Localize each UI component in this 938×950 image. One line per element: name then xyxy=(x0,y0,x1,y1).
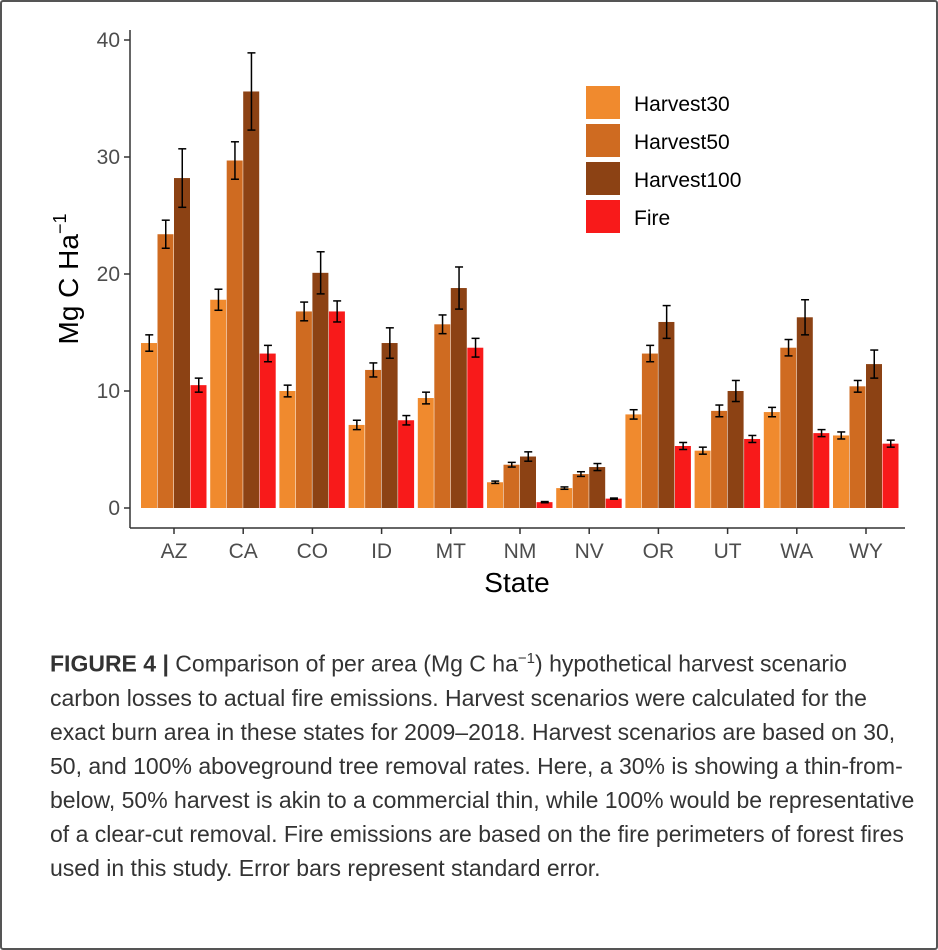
caption-superscript: −1 xyxy=(517,650,536,667)
bar-fire-mt xyxy=(467,347,484,508)
bar-harvest50-nm xyxy=(503,464,520,508)
x-tick-label-nv: NV xyxy=(575,540,604,563)
bar-harvest30-nv xyxy=(556,488,573,508)
bar-harvest50-or xyxy=(641,353,658,508)
bar-fire-wy xyxy=(882,443,899,508)
x-axis-title: State xyxy=(484,567,549,598)
y-axis-title-main: Mg C Ha xyxy=(53,234,84,345)
bar-fire-ut xyxy=(744,438,761,508)
y-tick-label-0: 0 xyxy=(108,497,120,520)
y-tick-label-10: 10 xyxy=(97,380,120,403)
bar-harvest100-nm xyxy=(520,456,536,508)
y-tick-label-20: 20 xyxy=(97,263,120,286)
bar-harvest50-wy xyxy=(849,386,866,508)
bar-harvest100-ca xyxy=(243,91,260,508)
x-tick-label-nm: NM xyxy=(504,540,537,563)
legend-label-harvest30: Harvest30 xyxy=(634,93,730,116)
bar-harvest50-ut xyxy=(711,410,728,508)
legend-swatch-harvest30 xyxy=(586,86,620,119)
bar-fire-or xyxy=(674,445,691,508)
bar-fire-nv xyxy=(605,498,622,508)
bar-fire-wa xyxy=(813,433,830,508)
y-tick-label-30: 30 xyxy=(97,146,120,169)
y-axis-title: Mg C Ha−1 xyxy=(50,214,84,345)
x-tick-label-co: CO xyxy=(297,540,329,563)
y-ticks: 0 10 20 30 40 xyxy=(97,29,130,520)
bar-harvest50-id xyxy=(365,369,382,508)
caption-text-after: ) hypothetical harvest scenario carbon l… xyxy=(50,650,915,881)
bar-fire-co xyxy=(328,311,345,508)
bar-harvest100-wa xyxy=(796,317,813,508)
bar-harvest30-wa xyxy=(763,412,780,508)
bar-harvest100-nv xyxy=(589,467,606,508)
bar-harvest50-co xyxy=(295,311,312,508)
bar-harvest30-or xyxy=(625,414,642,508)
bar-harvest30-az xyxy=(141,343,157,508)
y-tick-label-40: 40 xyxy=(97,29,120,52)
x-tick-label-mt: MT xyxy=(436,540,466,563)
legend-swatch-harvest100 xyxy=(586,162,620,195)
bar-fire-nm xyxy=(536,502,553,508)
caption-text-before: Comparison of per area (Mg C ha xyxy=(168,650,518,677)
bar-harvest100-or xyxy=(658,321,675,508)
caption-label: FIGURE 4 | xyxy=(50,650,169,677)
bar-harvest100-co xyxy=(312,272,329,508)
x-tick-label-ut: UT xyxy=(714,540,742,563)
bar-harvest100-az xyxy=(174,178,190,508)
legend-label-harvest100: Harvest100 xyxy=(634,169,741,192)
bar-harvest50-ca xyxy=(226,160,243,508)
bar-harvest50-wa xyxy=(780,347,797,508)
legend-label-fire: Fire xyxy=(634,207,670,230)
legend-swatch-harvest50 xyxy=(586,124,620,157)
error-bars-layer xyxy=(145,52,895,504)
x-tick-label-az: AZ xyxy=(161,540,188,563)
bar-harvest30-id xyxy=(348,424,365,508)
x-tick-label-wy: WY xyxy=(849,540,883,563)
bar-harvest50-nv xyxy=(572,474,589,508)
bar-fire-id xyxy=(398,420,415,508)
y-axis-title-superscript: −1 xyxy=(50,214,70,235)
bar-fire-ca xyxy=(259,353,276,508)
bars-layer xyxy=(141,91,899,508)
bar-fire-az xyxy=(190,385,207,508)
x-ticks: AZ CA CO ID MT NM NV OR UT WA WY xyxy=(161,528,883,563)
bar-harvest100-wy xyxy=(866,364,882,508)
x-tick-label-wa: WA xyxy=(780,540,813,563)
bar-harvest100-mt xyxy=(450,288,467,508)
x-tick-label-or: OR xyxy=(643,540,675,563)
bar-harvest50-az xyxy=(157,234,174,508)
bar-harvest100-id xyxy=(381,343,398,508)
bar-harvest30-ut xyxy=(694,450,711,508)
bar-chart: 0 10 20 30 40 AZ CA CO ID MT NM NV OR UT WA WY State M… xyxy=(50,29,905,598)
figure-caption: FIGURE 4 | Comparison of per area (Mg C … xyxy=(50,642,920,885)
bar-harvest30-co xyxy=(279,391,296,508)
bar-harvest30-mt xyxy=(417,398,434,508)
legend: Harvest30 Harvest50 Harvest100 Fire xyxy=(586,86,741,233)
bar-harvest50-mt xyxy=(434,324,451,508)
x-tick-label-ca: CA xyxy=(229,540,258,563)
legend-label-harvest50: Harvest50 xyxy=(634,131,730,154)
bar-harvest30-wy xyxy=(833,435,849,508)
bar-harvest30-nm xyxy=(487,482,503,508)
legend-swatch-fire xyxy=(586,200,620,233)
bar-harvest100-ut xyxy=(727,391,744,508)
x-tick-label-id: ID xyxy=(371,540,392,563)
bar-harvest30-ca xyxy=(210,299,227,508)
